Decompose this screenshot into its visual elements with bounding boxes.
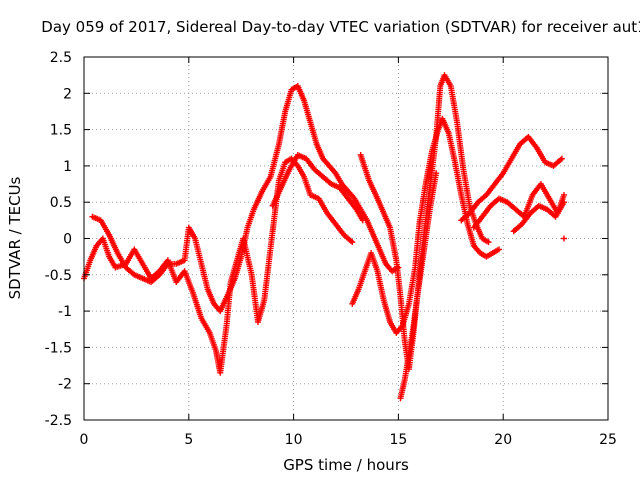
data-point-track-e [485, 239, 492, 246]
data-point-isolated [560, 235, 567, 242]
x-tick-label: 0 [80, 432, 89, 448]
y-axis-title: SDTVAR / TECUs [6, 176, 24, 299]
y-tick-label: -2.5 [45, 413, 72, 429]
chart-title: Day 059 of 2017, Sidereal Day-to-day VTE… [41, 18, 640, 36]
data-point-track-g [558, 155, 565, 162]
y-tick-label: 2.5 [50, 50, 72, 66]
x-tick-label: 5 [184, 432, 193, 448]
data-point-track-a [349, 239, 356, 246]
y-tick-label: 0 [63, 232, 72, 248]
data-point-track-h [560, 191, 567, 198]
data-points [81, 72, 567, 402]
grid [84, 57, 608, 420]
x-tick-label: 20 [494, 432, 512, 448]
y-tick-label: 1.5 [50, 123, 72, 139]
data-point-track-d [496, 246, 503, 253]
y-tick-label: 0.5 [50, 195, 72, 211]
y-tick-label: 1 [63, 159, 72, 175]
data-point-track-i [560, 199, 567, 206]
y-tick-label: -1.5 [45, 340, 72, 356]
y-tick-label: 2 [63, 86, 72, 102]
x-axis-title: GPS time / hours [283, 456, 409, 474]
y-tick-label: -0.5 [45, 268, 72, 284]
y-tick-label: -2 [58, 377, 72, 393]
x-tick-label: 25 [599, 432, 617, 448]
y-axis: -2.5 -2 -1.5 -1 -0.5 0 0.5 1 1.5 2 2.5 [45, 50, 608, 429]
data-point-track-f [433, 170, 440, 177]
x-axis: 0 5 10 15 20 25 [80, 57, 617, 448]
x-tick-label: 15 [389, 432, 407, 448]
y-tick-label: -1 [58, 304, 72, 320]
x-tick-label: 10 [285, 432, 303, 448]
data-point-track-c [359, 217, 366, 224]
